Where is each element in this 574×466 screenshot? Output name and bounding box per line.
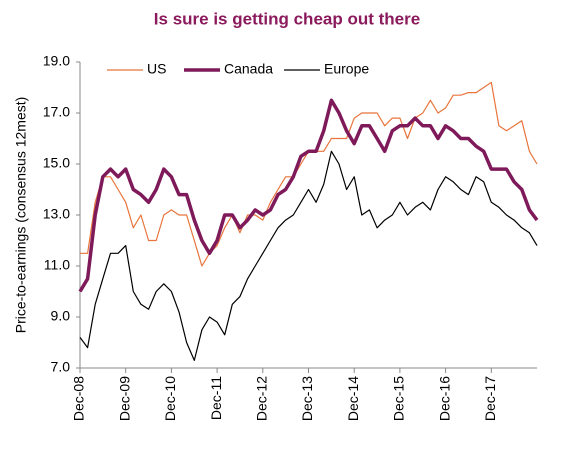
y-tick-label: 9.0 <box>51 308 71 324</box>
x-tick-label: Dec-17 <box>482 376 498 421</box>
x-tick-label: Dec-13 <box>299 376 315 421</box>
y-tick-label: 11.0 <box>44 257 70 273</box>
x-tick-label: Dec-12 <box>254 376 270 421</box>
x-tick-label: Dec-09 <box>116 376 132 421</box>
line-series <box>79 150 538 361</box>
x-tick-label: Dec-16 <box>436 376 452 421</box>
y-tick-label: 7.0 <box>51 359 71 375</box>
line-series <box>80 81 538 267</box>
line-series <box>78 98 539 293</box>
legend-label: Canada <box>224 61 273 77</box>
x-tick-label: Dec-11 <box>208 376 224 420</box>
y-tick-label: 13.0 <box>43 206 70 222</box>
y-tick-label: 15.0 <box>43 155 70 171</box>
legend-label: Europe <box>324 61 369 77</box>
chart-title: Is sure is getting cheap out there <box>154 9 420 28</box>
y-tick-label: 17.0 <box>43 104 70 120</box>
x-tick-label: Dec-10 <box>162 376 178 421</box>
x-tick-label: Dec-14 <box>345 376 361 421</box>
legend-label: US <box>147 61 166 77</box>
x-tick-label: Dec-15 <box>391 376 407 421</box>
y-axis-label: Price-to-earnings (consensus 12mest) <box>13 97 29 334</box>
y-tick-label: 19.0 <box>43 53 70 69</box>
x-tick-label: Dec-08 <box>71 376 87 421</box>
